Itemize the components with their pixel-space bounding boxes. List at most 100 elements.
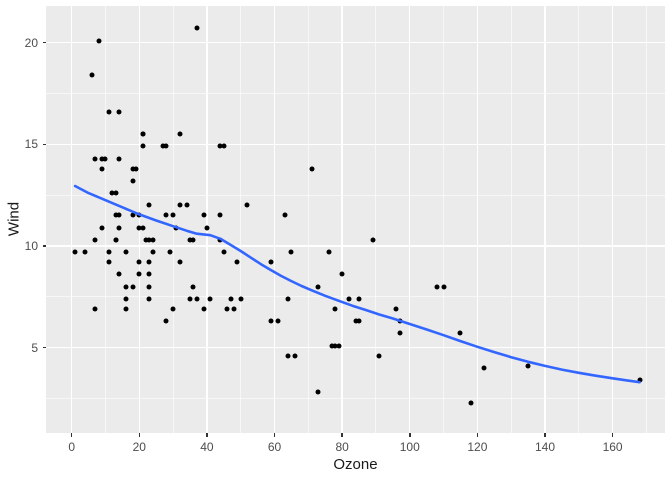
data-point <box>268 318 274 324</box>
data-point <box>468 400 474 405</box>
y-tick-label: 15 <box>24 137 38 152</box>
x-axis-title: Ozone <box>333 456 378 473</box>
data-point <box>201 212 207 218</box>
data-point <box>116 225 122 231</box>
data-point <box>231 306 237 312</box>
data-point <box>244 202 250 208</box>
data-point <box>150 237 156 243</box>
data-point <box>123 249 129 255</box>
x-tick-label: 0 <box>68 440 76 454</box>
data-point <box>234 259 240 265</box>
data-point <box>133 166 139 172</box>
data-point <box>130 284 136 290</box>
gridline-major-vertical <box>273 6 276 433</box>
data-point <box>106 249 112 255</box>
data-point <box>146 271 152 277</box>
x-tick-label: 160 <box>602 440 623 454</box>
gridline-major-vertical <box>138 6 140 433</box>
data-point <box>184 202 190 208</box>
data-point <box>170 306 176 312</box>
gridline-major-horizontal <box>46 245 665 247</box>
y-tick-label: 5 <box>31 340 38 355</box>
data-point <box>339 271 345 277</box>
x-tick-mark <box>138 433 141 437</box>
x-tick-mark <box>544 433 546 437</box>
data-point <box>123 306 129 312</box>
data-point <box>370 237 376 243</box>
data-point <box>82 249 88 255</box>
data-point <box>130 212 136 218</box>
data-point <box>136 212 142 218</box>
data-point <box>130 178 136 184</box>
gridline-minor-vertical <box>104 6 106 433</box>
gridline-major-horizontal <box>46 41 665 44</box>
plot-panel <box>46 6 665 433</box>
data-point <box>140 143 146 149</box>
data-point <box>136 259 142 265</box>
x-tick-label: 120 <box>467 440 488 454</box>
data-point <box>397 318 403 324</box>
data-point <box>167 249 173 255</box>
data-point <box>150 249 156 255</box>
data-point <box>113 212 119 218</box>
data-point <box>194 25 200 31</box>
data-point <box>346 296 352 302</box>
y-tick-label: 10 <box>24 238 38 253</box>
data-point <box>146 202 152 208</box>
data-point <box>282 212 288 218</box>
data-point <box>434 284 440 290</box>
gridline-minor-vertical <box>578 6 580 433</box>
gridline-major-horizontal <box>46 346 665 349</box>
data-point <box>204 225 210 231</box>
y-tick-label: 20 <box>24 35 38 50</box>
data-point <box>315 284 321 290</box>
data-point <box>221 249 227 255</box>
data-point <box>397 330 403 336</box>
x-tick-mark <box>70 433 73 437</box>
gridline-major-vertical <box>70 6 73 433</box>
data-point <box>140 131 146 137</box>
x-tick-mark <box>273 433 276 437</box>
data-point <box>92 237 98 243</box>
data-point <box>217 237 223 243</box>
data-point <box>177 202 183 208</box>
data-point <box>163 143 169 149</box>
data-point <box>332 343 338 349</box>
data-point <box>190 237 196 243</box>
data-point <box>221 143 227 149</box>
data-point <box>292 353 298 359</box>
data-point <box>146 259 152 265</box>
data-point <box>224 306 230 312</box>
gridline-major-vertical <box>544 6 546 433</box>
data-point <box>99 166 105 172</box>
data-point <box>130 166 136 172</box>
data-point <box>123 296 129 302</box>
x-tick-mark <box>611 433 614 437</box>
y-axis-title: Wind <box>5 201 23 237</box>
gridline-major-vertical <box>206 6 208 433</box>
y-tick-mark <box>42 245 46 247</box>
x-tick-mark <box>341 433 343 437</box>
data-point <box>356 318 362 324</box>
x-tick-label: 100 <box>399 440 420 454</box>
data-point <box>356 296 362 302</box>
gridline-minor-vertical <box>172 6 174 433</box>
data-point <box>275 318 281 324</box>
data-point <box>190 284 196 290</box>
data-point <box>187 296 193 302</box>
data-point <box>136 271 142 277</box>
data-point <box>160 143 166 149</box>
data-point <box>113 237 119 243</box>
y-tick-mark <box>42 41 46 44</box>
x-tick-mark <box>206 433 208 437</box>
data-point <box>315 389 321 395</box>
data-point <box>177 131 183 137</box>
data-point <box>116 271 122 277</box>
data-point <box>441 284 447 290</box>
data-point <box>207 296 213 302</box>
data-point <box>481 365 487 371</box>
gridline-minor-horizontal <box>46 397 665 399</box>
x-tick-label: 60 <box>267 440 282 454</box>
data-point <box>146 296 152 302</box>
